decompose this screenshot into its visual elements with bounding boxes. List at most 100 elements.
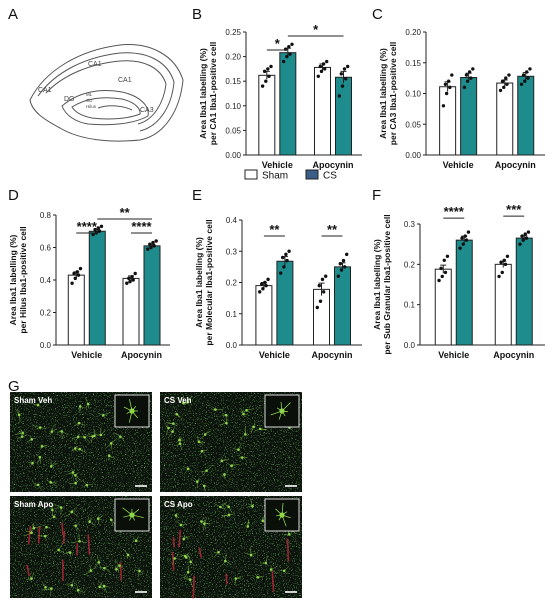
microglia-process bbox=[51, 514, 55, 517]
microglia-process bbox=[75, 475, 81, 481]
chart-e-data-point bbox=[287, 249, 291, 253]
chart-d-data-point bbox=[130, 275, 134, 279]
microglia-process bbox=[99, 586, 106, 589]
microglia-process bbox=[224, 471, 229, 475]
microglia-process bbox=[91, 435, 95, 438]
microglia-process bbox=[75, 521, 81, 526]
microglia-process bbox=[235, 576, 242, 579]
chart-e-data-point bbox=[266, 277, 270, 282]
chart-c-data-point bbox=[441, 104, 446, 108]
chart-f-y-tick-label: 0.1 bbox=[404, 301, 416, 310]
chart-d-x-category-label: Vehicle bbox=[71, 350, 102, 360]
microglia-process bbox=[44, 588, 52, 590]
microglia-process bbox=[180, 524, 185, 529]
microglia-process bbox=[19, 430, 23, 437]
microglia-process bbox=[165, 427, 169, 436]
chart-sub-granular: 0.0 0.1 0.2 0.3 Area Iba1 labelling (%)per S… bbox=[372, 202, 545, 360]
microglia-process bbox=[221, 560, 226, 567]
inset-microglia-process bbox=[131, 410, 138, 419]
chart-f-data-point bbox=[439, 266, 443, 271]
microglia-process bbox=[180, 398, 188, 403]
microglia-process bbox=[221, 474, 225, 477]
microglia-process bbox=[176, 443, 181, 446]
inset-microglia-process bbox=[281, 511, 288, 516]
chart-e-x-category-label: Apocynin bbox=[311, 350, 352, 360]
micrograph-label: CS Veh bbox=[164, 396, 192, 405]
microglia-process bbox=[51, 425, 54, 432]
chart-f-significance-label: **** bbox=[444, 204, 465, 219]
microglia-process bbox=[103, 415, 106, 419]
microglia-process bbox=[179, 443, 183, 451]
dentate-gyrus-inner bbox=[71, 97, 141, 120]
microglia-process bbox=[81, 432, 85, 438]
chart-f-significance-label: *** bbox=[506, 202, 522, 217]
microglia-process bbox=[197, 478, 200, 482]
microglia-process bbox=[181, 400, 184, 404]
chart-d-data-point bbox=[152, 244, 156, 248]
microglia-process bbox=[137, 570, 140, 577]
inset-microglia-process bbox=[129, 514, 133, 521]
microglia-process bbox=[78, 422, 86, 426]
microglia-process bbox=[184, 575, 191, 580]
microglia-process bbox=[123, 549, 129, 556]
microglia-process bbox=[222, 413, 227, 416]
micrograph-label: CS Apo bbox=[164, 500, 193, 509]
microglia-process bbox=[196, 435, 200, 442]
microglia-process bbox=[222, 419, 227, 424]
micrograph-tile: Sham Apo bbox=[10, 496, 152, 598]
microglia-process bbox=[79, 448, 87, 453]
microglia-process bbox=[265, 555, 268, 564]
microglia-process bbox=[187, 468, 193, 472]
chart-d-y-tick-label: 0.8 bbox=[40, 211, 52, 220]
microglia-process bbox=[90, 436, 93, 444]
microglia-process bbox=[185, 553, 189, 558]
chart-c-data-point bbox=[467, 70, 472, 74]
chart-f-data-point bbox=[524, 236, 529, 240]
microglia-process bbox=[51, 428, 58, 432]
microglia-process bbox=[228, 513, 235, 516]
chart-f-data-point bbox=[521, 238, 525, 242]
chart-f-data-point bbox=[464, 238, 469, 242]
microglia-process bbox=[225, 462, 232, 466]
chart-e-significance-label: ** bbox=[327, 222, 338, 237]
chart-d-data-point bbox=[146, 247, 150, 251]
label-ca3: CA3 bbox=[140, 107, 154, 114]
chart-c-data-point bbox=[502, 85, 506, 90]
chart-f-x-category-label: Apocynin bbox=[493, 350, 534, 360]
microglia-cell bbox=[220, 459, 224, 463]
microglia-process bbox=[238, 443, 242, 450]
panel-letter-c: C bbox=[372, 6, 383, 23]
micrograph-tile: Sham Veh bbox=[10, 392, 152, 492]
microglia-process bbox=[103, 585, 109, 587]
chart-f-data-point bbox=[526, 230, 531, 234]
microglia-process bbox=[225, 553, 227, 562]
microglia-process bbox=[90, 433, 93, 437]
chart-c-data-point bbox=[500, 79, 505, 83]
microglia-process bbox=[18, 414, 21, 423]
microglia-process bbox=[58, 549, 65, 553]
chart-hilus: 0.0 0.2 0.4 0.6 0.8 Area Iba1 labelling (%)pe… bbox=[8, 205, 170, 360]
microglia-process bbox=[172, 425, 176, 432]
chart-molecular: 0.0 0.1 0.2 0.3 0.4 Area Iba1 labelling (%)pe… bbox=[194, 216, 362, 360]
microglia-process bbox=[206, 466, 212, 471]
hippocampus-outline bbox=[29, 44, 184, 142]
microglia-process bbox=[49, 504, 53, 511]
microglia-process bbox=[139, 570, 144, 574]
chart-f-data-point bbox=[458, 246, 462, 250]
microglia-process bbox=[53, 516, 58, 520]
microglia-process bbox=[212, 406, 216, 410]
microglia-process bbox=[29, 575, 32, 579]
chart-f-x-category-label: Vehicle bbox=[438, 350, 469, 360]
chart-e-data-point bbox=[336, 274, 340, 278]
chart-f-data-point bbox=[460, 236, 464, 240]
microglia-process bbox=[40, 427, 47, 429]
microglia-process bbox=[255, 573, 258, 578]
microglia-process bbox=[183, 572, 189, 579]
microglia-process bbox=[132, 540, 137, 543]
inset-microglia-process bbox=[281, 514, 291, 519]
microglia-process bbox=[50, 460, 57, 467]
microglia-process bbox=[231, 465, 233, 470]
chart-d-data-point bbox=[91, 232, 95, 237]
blood-vessel bbox=[286, 538, 290, 562]
chart-d-data-point bbox=[154, 239, 158, 243]
